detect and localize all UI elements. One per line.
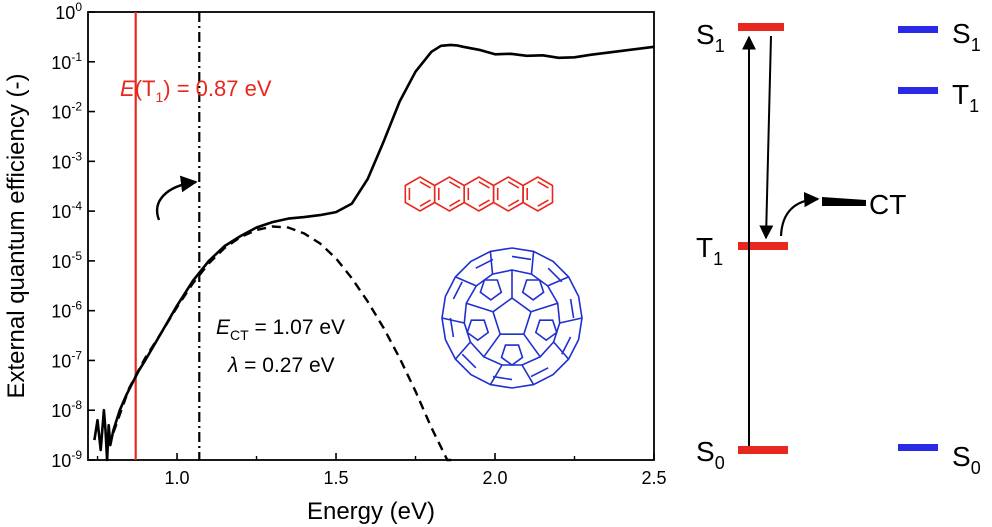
blue-label-s1: S1 [952, 18, 981, 55]
fullerene-bond [466, 302, 494, 313]
y-tick-label: 10-1 [51, 50, 82, 73]
acene-ring [522, 176, 554, 212]
fullerene-double-bond [452, 281, 463, 300]
y-tick-label: 10-3 [51, 149, 82, 172]
series-solid-eqe [93, 43, 655, 462]
fullerene-bond [454, 341, 472, 360]
energy-diagram: S1 T1 S0 S1 T1 S0 CT [696, 18, 981, 478]
fullerene-molecule-icon [441, 247, 583, 389]
acene-double-bond [478, 199, 490, 207]
y-axis-label: External quantum efficiency (-) [3, 73, 30, 398]
ct-label: CT [869, 189, 906, 220]
acene-double-bond [419, 181, 431, 189]
fullerene-double-bond [492, 375, 513, 381]
red-label-s1: S1 [696, 19, 725, 56]
y-tick-label: 10-2 [51, 100, 82, 123]
pentacene-molecule-icon [404, 176, 554, 212]
t1-annotation: E(T1) = 0.87 eV [120, 76, 272, 105]
y-tick-label: 10-8 [51, 398, 82, 421]
y-tick-label: 10-9 [51, 448, 82, 471]
acene-double-bond [507, 199, 520, 207]
x-tick-label: 1.0 [165, 468, 190, 488]
x-tick-label: 1.5 [324, 468, 349, 488]
blue-label-s0: S0 [952, 441, 981, 478]
red-label-t1: T1 [696, 232, 723, 269]
fullerene-center-pentagon [492, 297, 532, 336]
fullerene-double-bond [475, 258, 494, 269]
fullerene-bond [489, 251, 494, 275]
fullerene-bond [552, 341, 570, 360]
acene-double-bond [449, 181, 461, 189]
acene-double-bond [449, 199, 461, 207]
blue-level-t1 [898, 87, 938, 94]
blue-label-t1: T1 [952, 79, 979, 116]
acene-double-bond [537, 199, 549, 207]
fullerene-double-bond [569, 298, 575, 319]
plot-frame [87, 11, 655, 461]
fullerene-bond [530, 302, 558, 313]
fullerene-bond [530, 251, 535, 275]
fullerene-bond [521, 364, 535, 386]
x-ticks: 1.0 1.5 2.0 2.5 [96, 453, 667, 488]
red-label-s0: S0 [696, 436, 725, 473]
y-ticks: 100 10-1 10-2 10-3 10-4 10-5 10-6 10-7 10-8 10-9 [51, 0, 95, 471]
fullerene-bond [489, 364, 503, 386]
fullerene-pentagon [534, 319, 558, 342]
acene-double-bond [478, 181, 490, 189]
fullerene-bond [441, 317, 465, 324]
fullerene-double-bond [547, 267, 563, 283]
ect-annotation: ECT = 1.07 eV [216, 316, 345, 343]
fullerene-pentagon [466, 319, 490, 342]
fullerene-bond [547, 276, 569, 287]
fullerene-bond [483, 333, 501, 358]
fullerene-pentagon [500, 344, 524, 366]
red-level-t1 [738, 242, 788, 250]
shift-arrow [156, 175, 198, 221]
blue-level-s0 [898, 444, 938, 451]
y-tick-label: 10-5 [51, 249, 82, 272]
fullerene-double-bond [461, 353, 477, 369]
acene-double-bond [419, 199, 431, 207]
fullerene-pentagon [479, 279, 503, 301]
x-tick-label: 2.0 [482, 468, 507, 488]
plot-area: 1.0 1.5 2.0 2.5 100 10-1 10-2 10-3 10-4 10-5 10-6… [51, 0, 666, 488]
red-level-s0 [738, 446, 788, 454]
x-tick-label: 2.5 [641, 468, 666, 488]
fullerene-pentagon [521, 279, 545, 301]
series-dashed-fit [112, 225, 454, 462]
y-tick-label: 10-7 [51, 348, 82, 371]
fullerene-outer-shell [441, 247, 583, 389]
fullerene-double-bond [530, 367, 549, 378]
fullerene-double-bond [449, 317, 455, 338]
x-axis-label: Energy (eV) [307, 498, 435, 525]
y-tick-label: 10-6 [51, 299, 82, 322]
fullerene-bond [523, 333, 541, 358]
acene-double-bond [507, 181, 520, 189]
y-tick-label: 100 [55, 0, 82, 23]
lambda-annotation: λ = 0.27 eV [227, 354, 335, 377]
acene-double-bond [537, 181, 549, 189]
ct-level [822, 197, 866, 206]
fullerene-bond [455, 276, 477, 287]
blue-level-s1 [898, 26, 938, 33]
t1-to-ct-arrow [779, 191, 820, 237]
fullerene-double-bond [561, 336, 572, 355]
red-level-s1 [738, 23, 784, 31]
s1-to-t1-arrow [759, 35, 774, 240]
fullerene-bond [559, 317, 583, 324]
y-tick-label: 10-4 [51, 199, 82, 222]
fullerene-double-bond [511, 255, 532, 261]
